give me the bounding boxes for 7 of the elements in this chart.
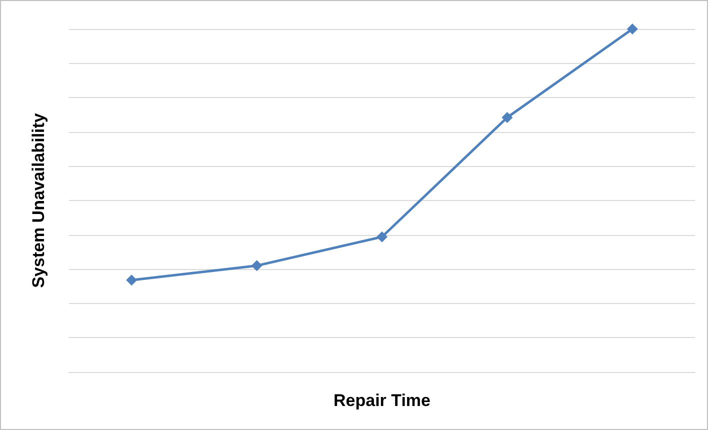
point — [251, 260, 262, 272]
point — [126, 274, 138, 286]
point — [376, 231, 388, 242]
point — [502, 112, 513, 123]
x-axis-title: Repair Time — [333, 391, 431, 410]
y-axis-title: System Unavailability — [29, 112, 48, 288]
point — [626, 24, 638, 34]
